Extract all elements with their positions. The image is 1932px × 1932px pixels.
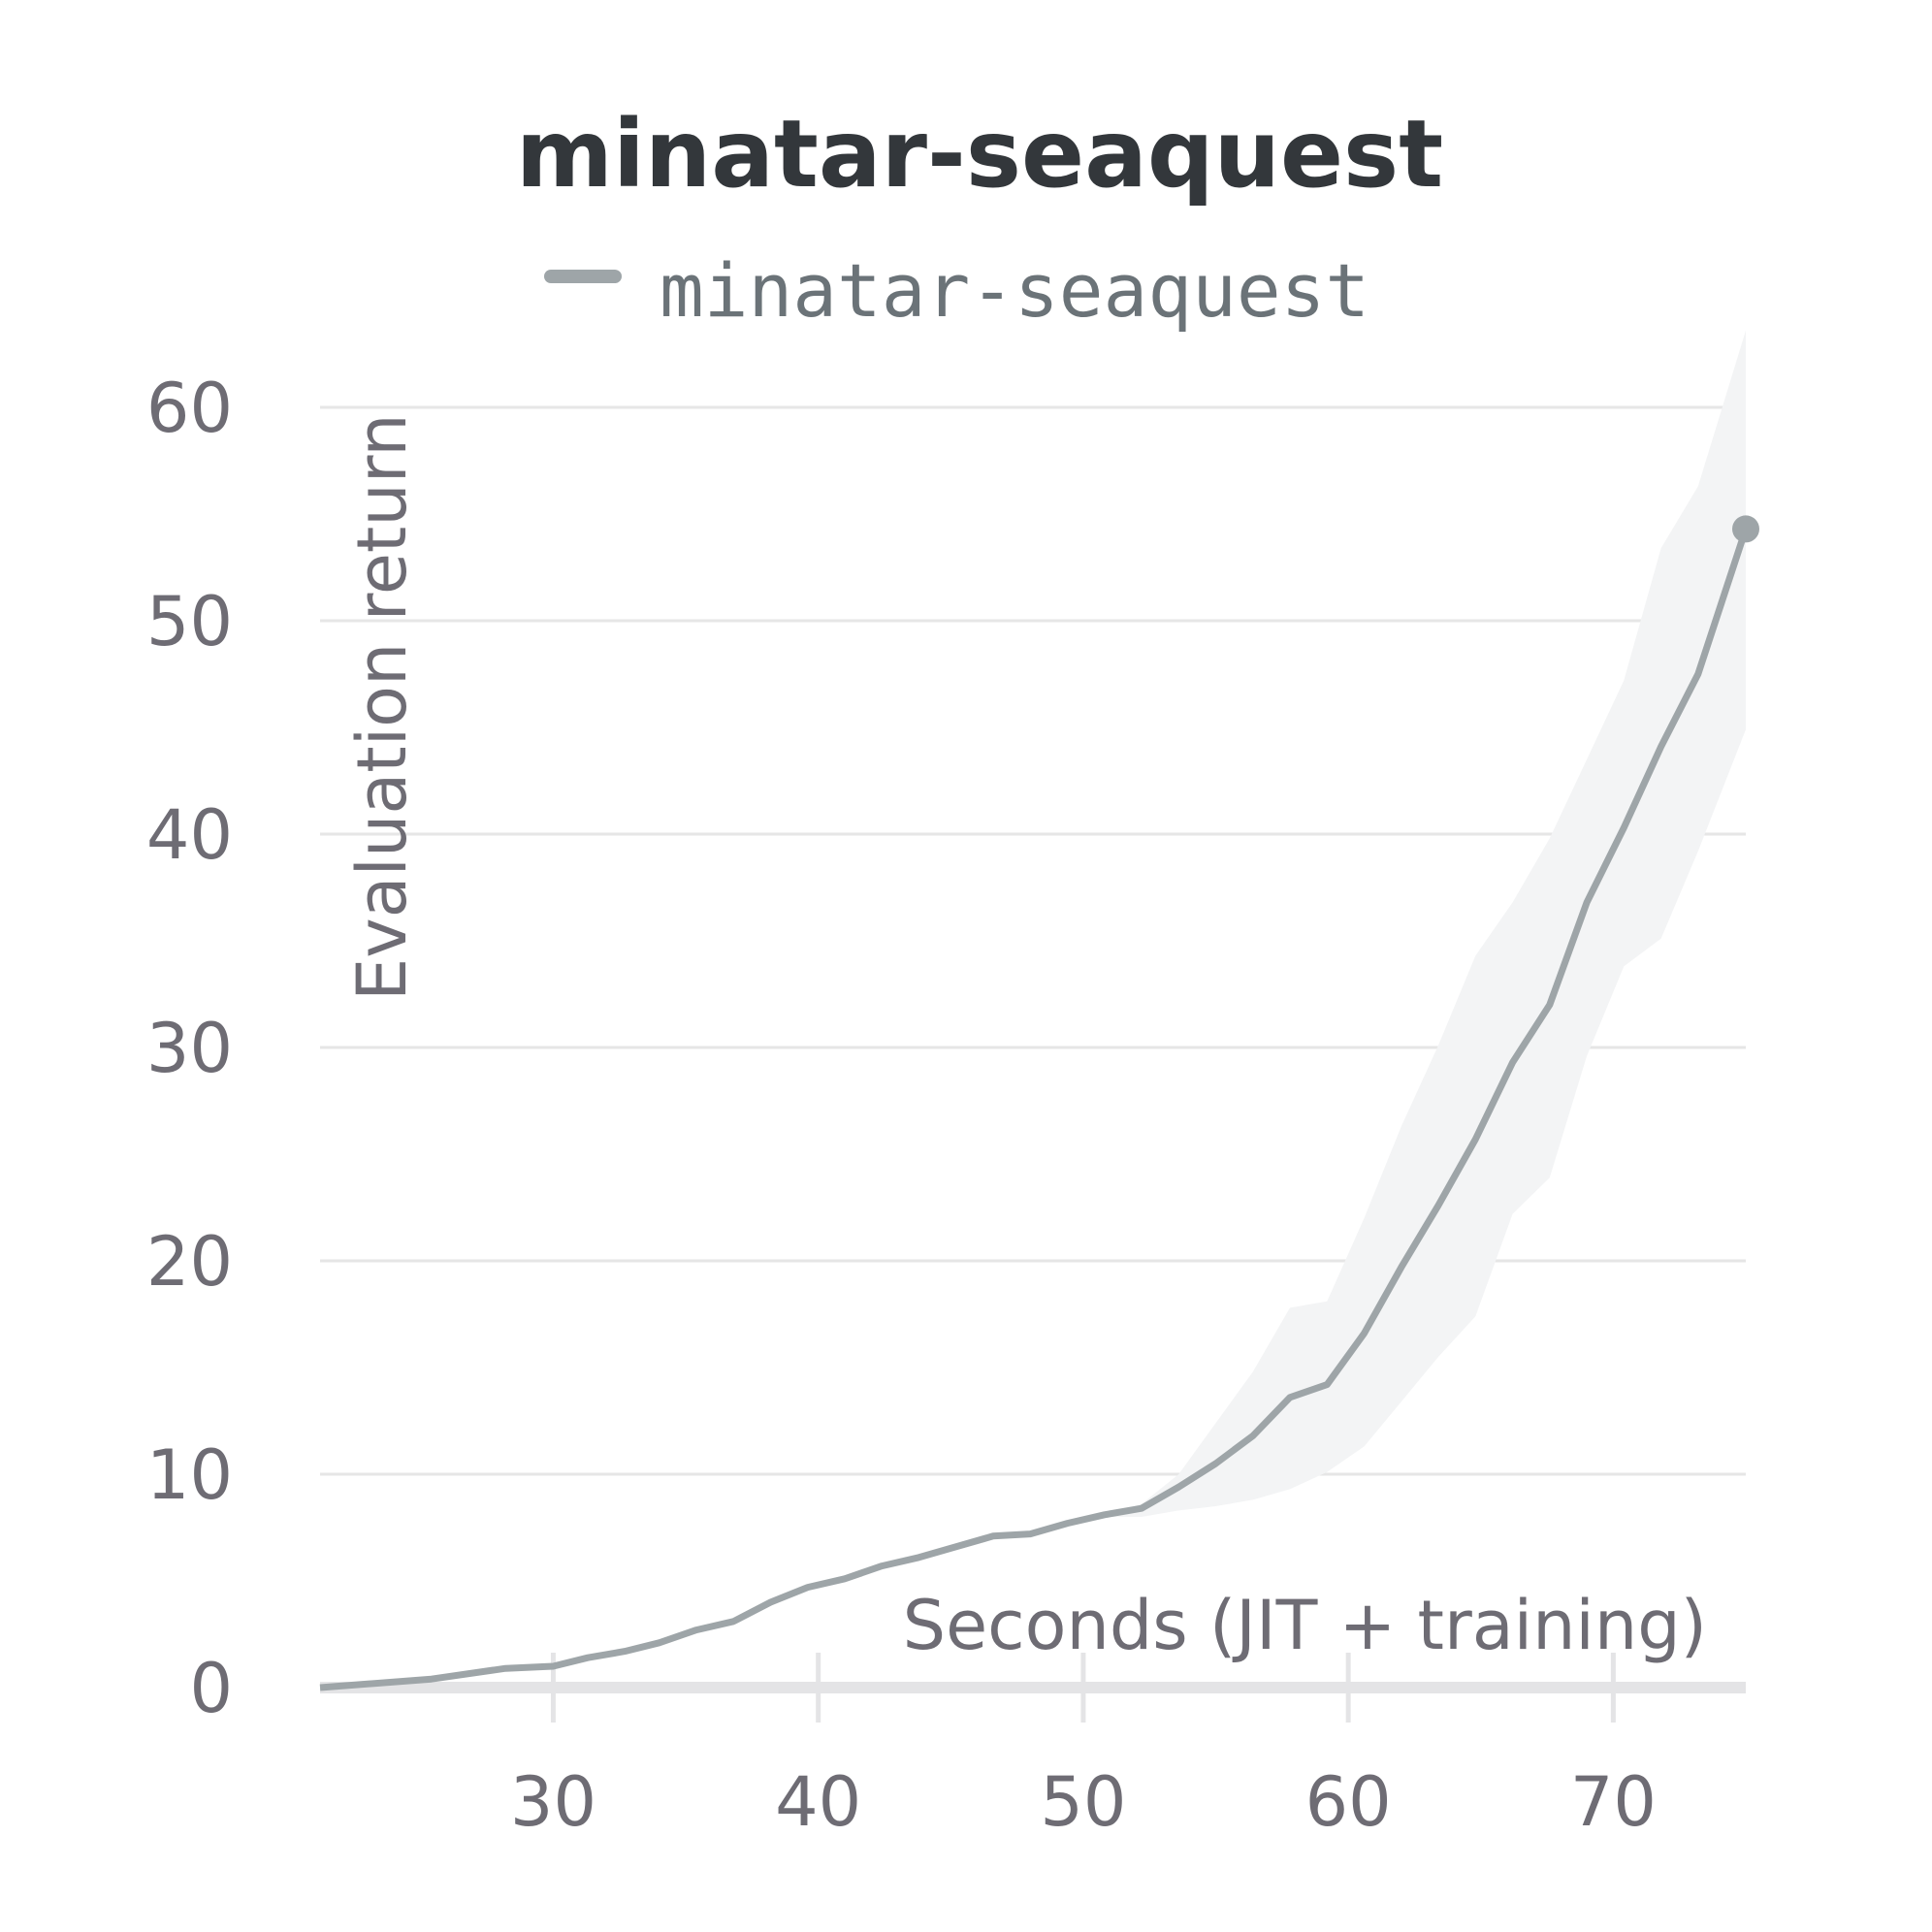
series-line-minatar-seaquest [319,528,1750,1691]
series-endpoint [1732,515,1759,543]
y-tick-label-40: 40 [146,795,233,875]
x-tick-label-60: 60 [1305,1762,1392,1842]
y-tick-label-10: 10 [146,1435,233,1515]
x-tick-label-70: 70 [1570,1762,1657,1842]
x-axis [320,1653,1746,1723]
x-tick-label-40: 40 [775,1762,861,1842]
y-tick-label-60: 60 [146,369,233,448]
confidence-band-layer [320,330,1746,1688]
y-tick-label-0: 0 [189,1649,233,1728]
y-tick-label-20: 20 [146,1222,233,1302]
legend: minatar-seaquest [544,247,1369,334]
series-layer [319,515,1759,1691]
y-tick-label-30: 30 [146,1009,233,1088]
y-axis-label: Evaluation return [342,413,422,1001]
y-tick-label-50: 50 [146,582,233,661]
chart-title: minatar-seaquest [516,100,1443,209]
grid [320,405,1746,1476]
x-tick-labels: 30 40 50 60 70 [510,1762,1657,1842]
x-tick-label-50: 50 [1040,1762,1126,1842]
y-tick-labels: 0 10 20 30 40 50 60 [146,369,233,1728]
legend-label: minatar-seaquest [660,247,1369,334]
x-axis-label: Seconds (JIT + training) [903,1586,1707,1665]
confidence-band [320,330,1746,1688]
x-tick-label-30: 30 [510,1762,596,1842]
